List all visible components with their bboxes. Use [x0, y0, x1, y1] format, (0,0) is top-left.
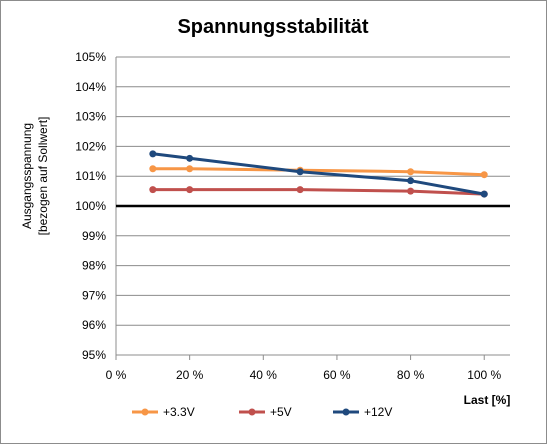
plot-area: 95% 96% 97% 98% 99% 100% 101% 102% 103% 104% 105% 0… [75, 50, 510, 382]
legend-label: +12V [364, 405, 392, 419]
y-axis-label: Ausgangsspannung [bezogen auf Sollwert] [20, 117, 50, 236]
y-tick-label: 104% [75, 80, 106, 94]
legend-label: +3.3V [163, 405, 195, 419]
legend-marker [141, 408, 149, 416]
data-point [149, 165, 157, 173]
data-point [149, 186, 157, 194]
data-point [186, 165, 194, 173]
x-tick-label: 60 % [323, 368, 351, 382]
x-axis-label: Last [%] [464, 393, 511, 407]
y-tick-label: 101% [75, 169, 106, 183]
legend-label: +5V [270, 405, 292, 419]
legend-marker [248, 408, 256, 416]
y-tick-label: 99% [82, 229, 106, 243]
y-axis-label-line-1: Ausgangsspannung [20, 123, 34, 229]
legend-marker [342, 408, 350, 416]
y-tick-label: 100% [75, 199, 106, 213]
x-tick-label: 40 % [250, 368, 278, 382]
data-point [186, 154, 194, 162]
data-point [407, 168, 415, 176]
x-tick-label: 0 % [106, 368, 127, 382]
y-tick-label: 97% [82, 288, 106, 302]
data-point [480, 190, 488, 198]
y-tick-label: 102% [75, 139, 106, 153]
x-tick-label: 20 % [176, 368, 204, 382]
y-axis-label-line-2: [bezogen auf Sollwert] [36, 117, 50, 236]
y-tick-label: 96% [82, 318, 106, 332]
chart-title: Spannungsstabilität [177, 16, 368, 38]
data-point [149, 150, 157, 158]
series-line [152, 188, 485, 196]
data-point [186, 186, 194, 194]
legend: +3.3V +5V +12V [132, 405, 392, 419]
y-tick-label: 103% [75, 110, 106, 124]
data-point [296, 168, 304, 176]
data-point [296, 186, 304, 194]
data-point [480, 171, 488, 179]
y-tick-label: 95% [82, 348, 106, 362]
y-tick-label: 105% [75, 50, 106, 64]
x-tick-label: 100 % [467, 368, 501, 382]
data-point [407, 177, 415, 185]
x-tick-label: 80 % [397, 368, 425, 382]
y-tick-label: 98% [82, 259, 106, 273]
data-point [407, 187, 415, 195]
